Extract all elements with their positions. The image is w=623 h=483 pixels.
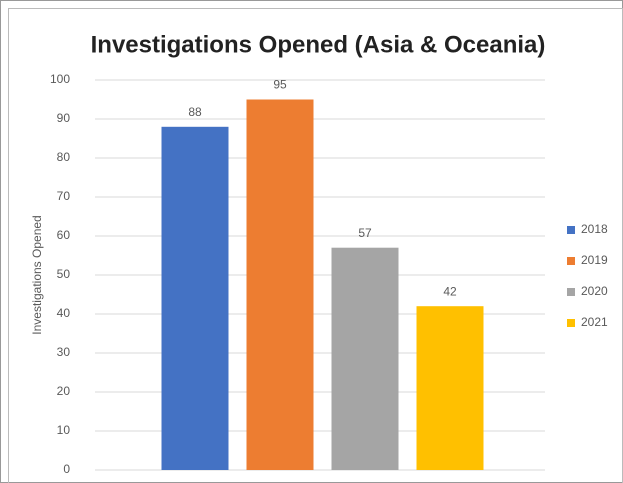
y-tick-label: 60 bbox=[57, 228, 71, 242]
y-tick-label: 10 bbox=[57, 423, 71, 437]
y-tick-label: 50 bbox=[57, 267, 71, 281]
bar bbox=[331, 247, 399, 470]
legend-swatch bbox=[567, 257, 575, 265]
y-axis-label: Investigations Opened bbox=[30, 215, 44, 334]
data-label: 95 bbox=[273, 78, 287, 92]
y-tick-label: 80 bbox=[57, 150, 71, 164]
y-tick-label: 30 bbox=[57, 345, 71, 359]
y-tick-label: 70 bbox=[57, 189, 71, 203]
data-label: 57 bbox=[358, 226, 372, 240]
legend-swatch bbox=[567, 226, 575, 234]
y-tick-label: 100 bbox=[50, 72, 70, 86]
chart-title: Investigations Opened (Asia & Oceania) bbox=[91, 31, 546, 58]
data-label: 42 bbox=[443, 284, 457, 298]
legend-label: 2019 bbox=[581, 253, 608, 267]
legend-swatch bbox=[567, 288, 575, 296]
legend-label: 2020 bbox=[581, 284, 608, 298]
bar bbox=[161, 126, 229, 471]
legend-swatch bbox=[567, 319, 575, 327]
y-tick-label: 90 bbox=[57, 111, 71, 125]
bar bbox=[416, 306, 484, 470]
data-label: 88 bbox=[188, 105, 202, 119]
legend-label: 2021 bbox=[581, 315, 608, 329]
legend-label: 2018 bbox=[581, 222, 608, 236]
bar bbox=[246, 99, 314, 470]
y-tick-label: 20 bbox=[57, 384, 71, 398]
y-tick-label: 40 bbox=[57, 306, 71, 320]
y-tick-label: 0 bbox=[63, 462, 70, 476]
